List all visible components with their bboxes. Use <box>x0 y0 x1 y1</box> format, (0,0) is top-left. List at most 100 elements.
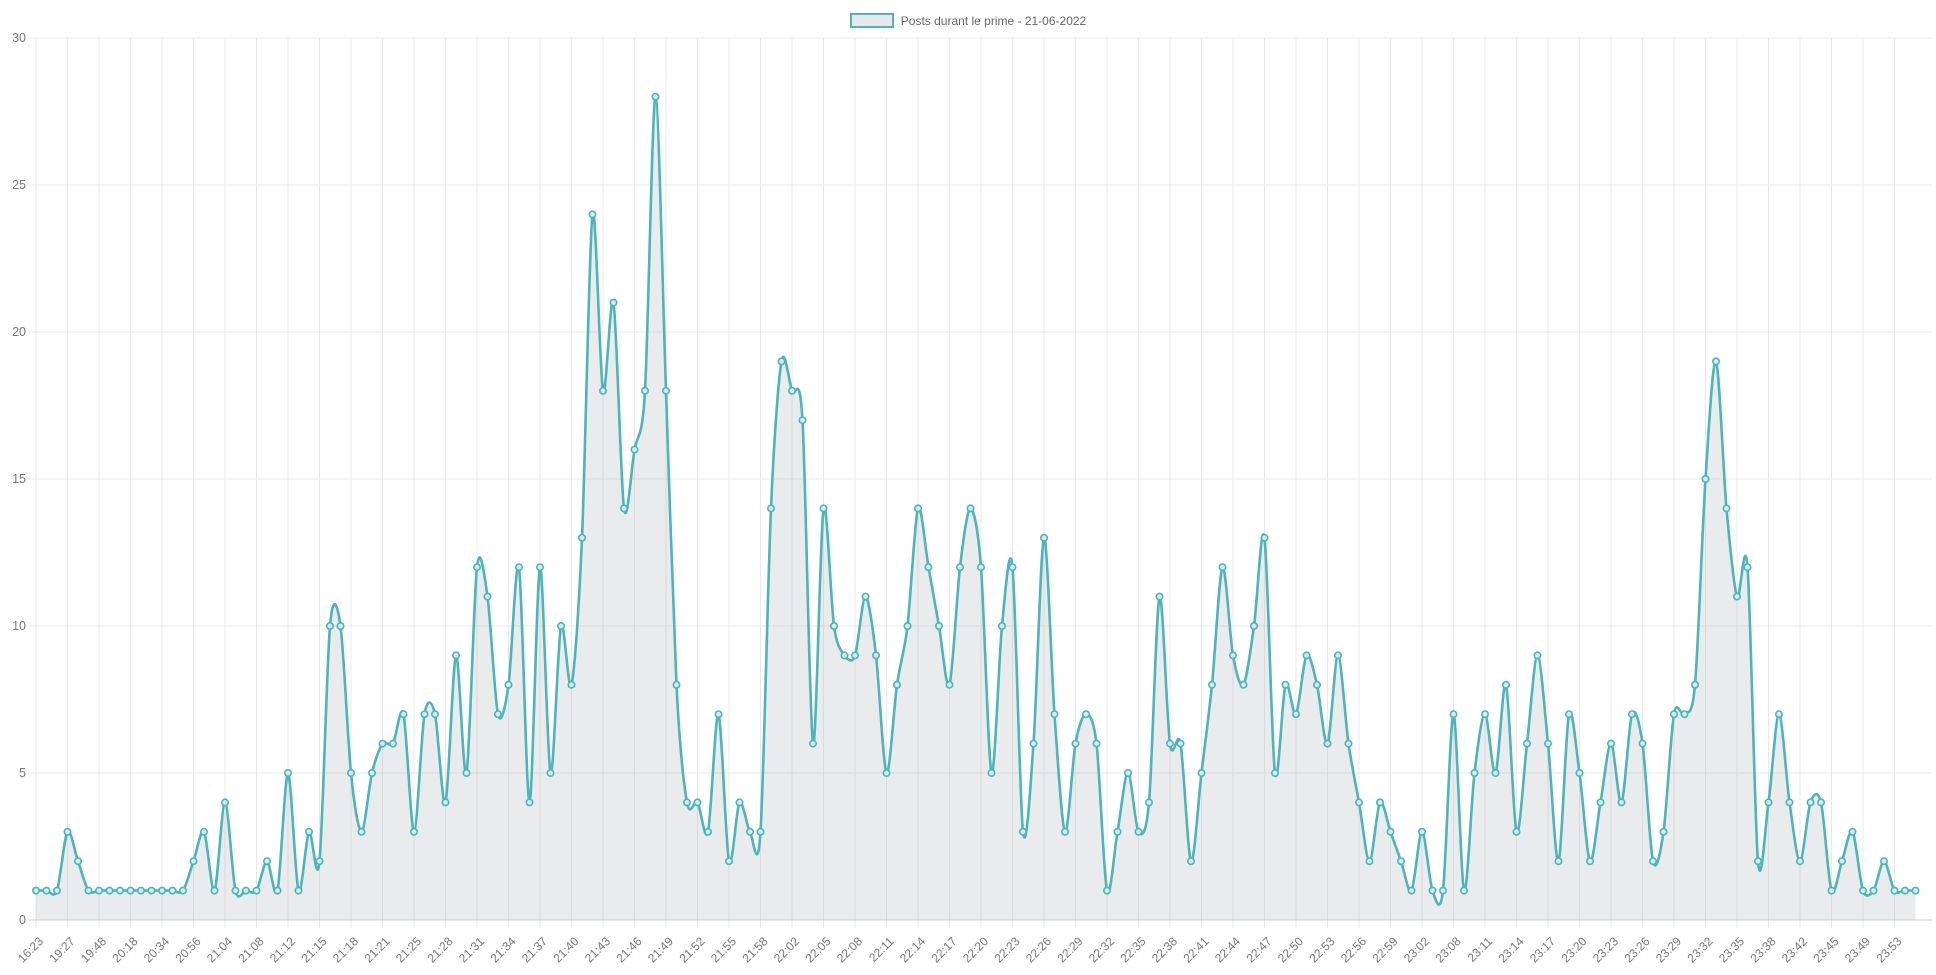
data-point[interactable] <box>1733 592 1742 601</box>
data-point[interactable] <box>1533 651 1542 660</box>
data-point[interactable] <box>1680 710 1689 719</box>
data-point[interactable] <box>1659 827 1668 836</box>
data-point[interactable] <box>1323 739 1332 748</box>
data-point[interactable] <box>1386 827 1395 836</box>
data-point[interactable] <box>1365 857 1374 866</box>
data-point[interactable] <box>1061 827 1070 836</box>
data-point[interactable] <box>829 621 838 630</box>
data-point[interactable] <box>766 504 775 513</box>
data-point[interactable] <box>1302 651 1311 660</box>
data-point[interactable] <box>1113 827 1122 836</box>
data-point[interactable] <box>1103 886 1112 895</box>
data-point[interactable] <box>294 886 303 895</box>
data-point[interactable] <box>179 886 188 895</box>
data-point[interactable] <box>42 886 51 895</box>
data-point[interactable] <box>346 768 355 777</box>
data-point[interactable] <box>273 886 282 895</box>
data-point[interactable] <box>682 798 691 807</box>
data-point[interactable] <box>1281 680 1290 689</box>
data-point[interactable] <box>1092 739 1101 748</box>
data-point[interactable] <box>462 768 471 777</box>
data-point[interactable] <box>1292 710 1301 719</box>
data-point[interactable] <box>714 710 723 719</box>
data-point[interactable] <box>1670 710 1679 719</box>
data-point[interactable] <box>1239 680 1248 689</box>
data-point[interactable] <box>325 621 334 630</box>
data-point[interactable] <box>1890 886 1899 895</box>
data-point[interactable] <box>1407 886 1416 895</box>
data-point[interactable] <box>84 886 93 895</box>
data-point[interactable] <box>1124 768 1133 777</box>
data-point[interactable] <box>1638 739 1647 748</box>
data-point[interactable] <box>1628 710 1637 719</box>
data-point[interactable] <box>1701 474 1710 483</box>
data-point[interactable] <box>819 504 828 513</box>
data-point[interactable] <box>1901 886 1910 895</box>
data-point[interactable] <box>672 680 681 689</box>
data-point[interactable] <box>1029 739 1038 748</box>
data-point[interactable] <box>934 621 943 630</box>
data-point[interactable] <box>168 886 177 895</box>
data-point[interactable] <box>1418 827 1427 836</box>
data-point[interactable] <box>987 768 996 777</box>
data-point[interactable] <box>1880 857 1889 866</box>
data-point[interactable] <box>1260 533 1269 542</box>
data-point[interactable] <box>116 886 125 895</box>
data-point[interactable] <box>651 92 660 101</box>
data-point[interactable] <box>1344 739 1353 748</box>
data-point[interactable] <box>1040 533 1049 542</box>
data-point[interactable] <box>1649 857 1658 866</box>
data-point[interactable] <box>483 592 492 601</box>
data-point[interactable] <box>1722 504 1731 513</box>
data-point[interactable] <box>1817 798 1826 807</box>
data-point[interactable] <box>147 886 156 895</box>
data-point[interactable] <box>1397 857 1406 866</box>
data-point[interactable] <box>955 563 964 572</box>
data-point[interactable] <box>1071 739 1080 748</box>
data-point[interactable] <box>1491 768 1500 777</box>
data-point[interactable] <box>693 798 702 807</box>
data-point[interactable] <box>1607 739 1616 748</box>
data-point[interactable] <box>126 886 135 895</box>
data-point[interactable] <box>74 857 83 866</box>
data-point[interactable] <box>1449 710 1458 719</box>
data-point[interactable] <box>1838 857 1847 866</box>
data-point[interactable] <box>1859 886 1868 895</box>
data-point[interactable] <box>871 651 880 660</box>
data-point[interactable] <box>861 592 870 601</box>
data-point[interactable] <box>1764 798 1773 807</box>
data-point[interactable] <box>231 886 240 895</box>
data-point[interactable] <box>1439 886 1448 895</box>
data-point[interactable] <box>567 680 576 689</box>
chart-legend[interactable]: Posts durant le prime - 21-06-2022 <box>0 13 1936 28</box>
data-point[interactable] <box>1586 857 1595 866</box>
data-point[interactable] <box>724 857 733 866</box>
data-point[interactable] <box>504 680 513 689</box>
data-point[interactable] <box>283 768 292 777</box>
data-point[interactable] <box>210 886 219 895</box>
data-point[interactable] <box>1176 739 1185 748</box>
data-point[interactable] <box>1187 857 1196 866</box>
data-point[interactable] <box>1229 651 1238 660</box>
data-point[interactable] <box>430 710 439 719</box>
data-point[interactable] <box>798 416 807 425</box>
data-point[interactable] <box>756 827 765 836</box>
data-point[interactable] <box>1775 710 1784 719</box>
data-point[interactable] <box>242 886 251 895</box>
data-point[interactable] <box>892 680 901 689</box>
data-point[interactable] <box>945 680 954 689</box>
data-point[interactable] <box>1544 739 1553 748</box>
data-point[interactable] <box>577 533 586 542</box>
data-point[interactable] <box>1355 798 1364 807</box>
data-point[interactable] <box>1806 798 1815 807</box>
data-point[interactable] <box>1082 710 1091 719</box>
data-point[interactable] <box>850 651 859 660</box>
data-point[interactable] <box>1313 680 1322 689</box>
data-point[interactable] <box>367 768 376 777</box>
data-point[interactable] <box>1166 739 1175 748</box>
data-point[interactable] <box>588 210 597 219</box>
data-point[interactable] <box>1691 680 1700 689</box>
data-point[interactable] <box>189 857 198 866</box>
data-point[interactable] <box>735 798 744 807</box>
data-point[interactable] <box>137 886 146 895</box>
